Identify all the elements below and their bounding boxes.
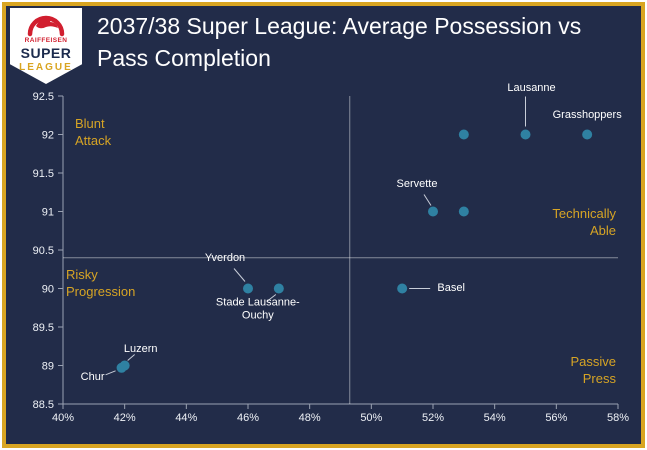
x-tick-label: 48% [299,412,321,424]
y-tick-label: 88.5 [33,399,54,411]
point-label-chur: Chur [80,370,105,383]
x-tick-label: 40% [52,412,74,424]
data-point-yverdon [243,283,253,294]
y-tick-label: 90.5 [33,245,54,257]
logo-text-super: SUPER [20,45,72,61]
chart-title: 2037/38 Super League: Average Possession… [97,13,582,72]
x-tick-label: 42% [114,412,136,424]
label-leader-line [127,354,135,361]
point-label-luzern: Luzern [123,342,158,355]
point-label-yverdon: Yverdon [204,251,246,264]
label-leader-line [233,268,246,282]
y-tick-label: 91 [42,207,54,219]
data-point-basel [397,283,408,294]
label-leader-line [266,294,277,302]
y-tick-label: 92 [42,130,54,142]
label-leader-line [105,370,116,376]
data-point-unlabeled [458,129,469,140]
x-tick-label: 58% [607,412,629,424]
x-tick-label: 56% [545,412,567,424]
quadrant-label-blunt-attack: Blunt Attack [75,116,112,148]
y-tick-label: 89 [42,361,54,373]
label-leader-line [423,194,432,206]
quadrant-label-passive-press: Passive Press [570,354,616,386]
point-label-stade-lausanne-ouchy: Stade Lausanne- Ouchy [215,295,300,322]
logo-text-league: LEAGUE [19,62,73,73]
point-label-lausanne: Lausanne [507,81,556,94]
x-tick-label: 44% [175,412,197,424]
y-tick-label: 90 [42,284,54,296]
y-tick-label: 92.5 [33,91,54,103]
data-point-servette [428,206,438,217]
logo-text-raiffeisen: RAIFFEISEN [24,37,68,44]
data-point-stade-lausanne-ouchy [273,283,284,294]
data-point-unlabeled [458,206,469,217]
quadrant-label-risky-progression: Risky Progression [66,267,136,299]
y-tick-label: 89.5 [33,322,54,334]
point-label-servette: Servette [396,177,438,190]
point-label-basel: Basel [437,281,465,294]
point-label-grasshoppers: Grasshoppers [552,108,622,121]
x-tick-label: 46% [237,412,259,424]
y-tick-label: 91.5 [33,168,54,180]
x-tick-label: 50% [360,412,382,424]
quadrant-label-technically-able: Technically Able [552,206,616,238]
data-point-chur [116,362,127,373]
fox-icon [27,15,65,37]
x-tick-label: 54% [484,412,506,424]
x-tick-label: 52% [422,412,444,424]
data-point-lausanne [520,129,531,140]
data-point-grasshoppers [582,129,593,140]
